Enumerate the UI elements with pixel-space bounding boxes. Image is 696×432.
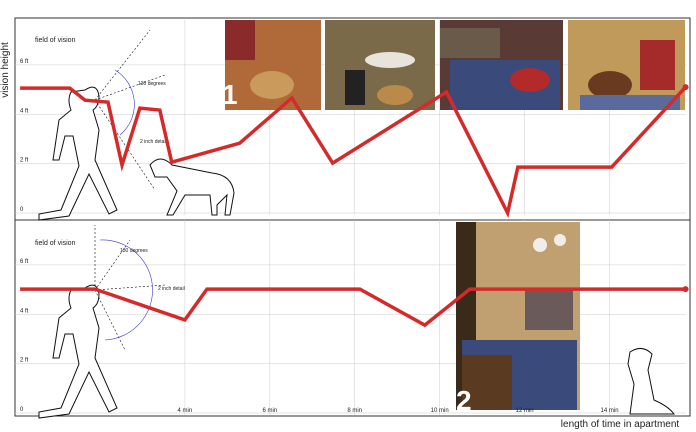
annotation: 1 bbox=[222, 79, 238, 110]
y-tick-label: 4 ft bbox=[20, 308, 29, 314]
y-tick-label: 0 bbox=[20, 407, 24, 413]
y-tick-label: 6 ft bbox=[20, 59, 29, 65]
y-tick-label: 2 ft bbox=[20, 158, 29, 164]
x-tick-label: 12 min bbox=[516, 408, 534, 414]
frame bbox=[14, 17, 691, 417]
y-tick-label: 6 ft bbox=[20, 259, 29, 265]
x-tick-label: 14 min bbox=[601, 408, 619, 414]
y-axis-label: vision height bbox=[0, 42, 11, 98]
x-axis-label: length of time in apartment bbox=[561, 419, 680, 430]
y-tick-label: 0 bbox=[20, 207, 24, 213]
annotation: 130 degrees bbox=[138, 81, 166, 87]
x-tick-label: 4 min bbox=[178, 408, 193, 414]
silhouettes bbox=[38, 86, 676, 419]
photos bbox=[225, 20, 685, 410]
vision-line bbox=[20, 85, 687, 219]
end-point bbox=[682, 84, 689, 91]
annotation: 2 bbox=[456, 385, 472, 416]
annotation: 2 inch detail bbox=[158, 286, 185, 292]
x-tick-label: 8 min bbox=[347, 408, 362, 414]
y-tick-label: 2 ft bbox=[20, 358, 29, 364]
vision-line bbox=[20, 287, 686, 328]
annotation: field of vision bbox=[35, 37, 76, 44]
annotation: 2 inch detail bbox=[140, 139, 167, 145]
vision-cones bbox=[94, 29, 166, 351]
y-tick-label: 4 ft bbox=[20, 108, 29, 114]
annotation: 130 degrees bbox=[120, 248, 148, 254]
x-tick-label: 6 min bbox=[262, 408, 277, 414]
end-point bbox=[682, 286, 689, 293]
annotation: field of vision bbox=[35, 240, 76, 247]
x-tick-label: 10 min bbox=[431, 408, 449, 414]
